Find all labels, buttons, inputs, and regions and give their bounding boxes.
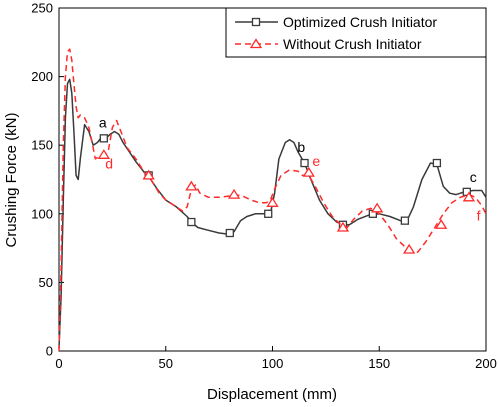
y-tick-label: 250 [31,1,53,16]
data-point-triangle [227,188,241,199]
annotations-group: a b c d e f [99,114,481,223]
x-tick-label: 0 [55,356,62,371]
data-point-square [432,158,442,168]
data-point-triangle [185,180,198,191]
annotation-label: a [99,114,107,130]
data-point-square [187,217,196,227]
data-point-square [225,228,234,238]
annotation-label: d [105,156,113,172]
x-axis-title: Displacement (mm) [207,386,337,403]
data-point-square [264,209,273,218]
data-point-triangle [302,166,315,177]
data-point-triangle [142,169,155,180]
x-tick-label: 200 [475,356,497,371]
y-tick-label: 200 [31,69,53,84]
legend-label-without: Without Crush Initiator [283,36,422,52]
data-point-triangle [370,202,384,213]
legend: Optimized Crush Initiator Without Crush … [225,7,487,58]
x-tick-label: 50 [159,356,173,371]
legend-marker-optimized [251,17,261,27]
y-tick-label: 100 [31,206,53,221]
data-point-square [300,158,309,168]
data-point-triangle [97,149,111,159]
legend-box [225,7,487,58]
axis-ticks: 0 50 100 150 200 0 50 100 150 200 250 [31,1,497,372]
data-point-triangle [336,221,350,232]
data-point-triangle [462,191,476,202]
y-tick-label: 50 [39,275,53,290]
y-tick-label: 0 [46,344,53,359]
series-group [58,48,487,352]
data-point-square [400,216,410,225]
legend-label-optimized: Optimized Crush Initiator [283,14,437,30]
annotation-label: f [477,208,481,224]
x-tick-label: 100 [262,356,284,371]
annotation-label: c [470,169,477,185]
data-point-triangle [434,219,448,229]
data-point-triangle [266,197,279,207]
data-point-square [99,134,108,143]
annotation-label: e [312,153,320,169]
series-line-optimized [58,78,487,349]
annotation-label: b [297,139,305,155]
y-tick-label: 150 [31,138,53,153]
data-point-triangle [402,243,416,254]
legend-marker-without [249,38,263,49]
y-axis-title: Crushing Force (kN) [3,112,20,247]
x-tick-label: 150 [368,356,390,371]
